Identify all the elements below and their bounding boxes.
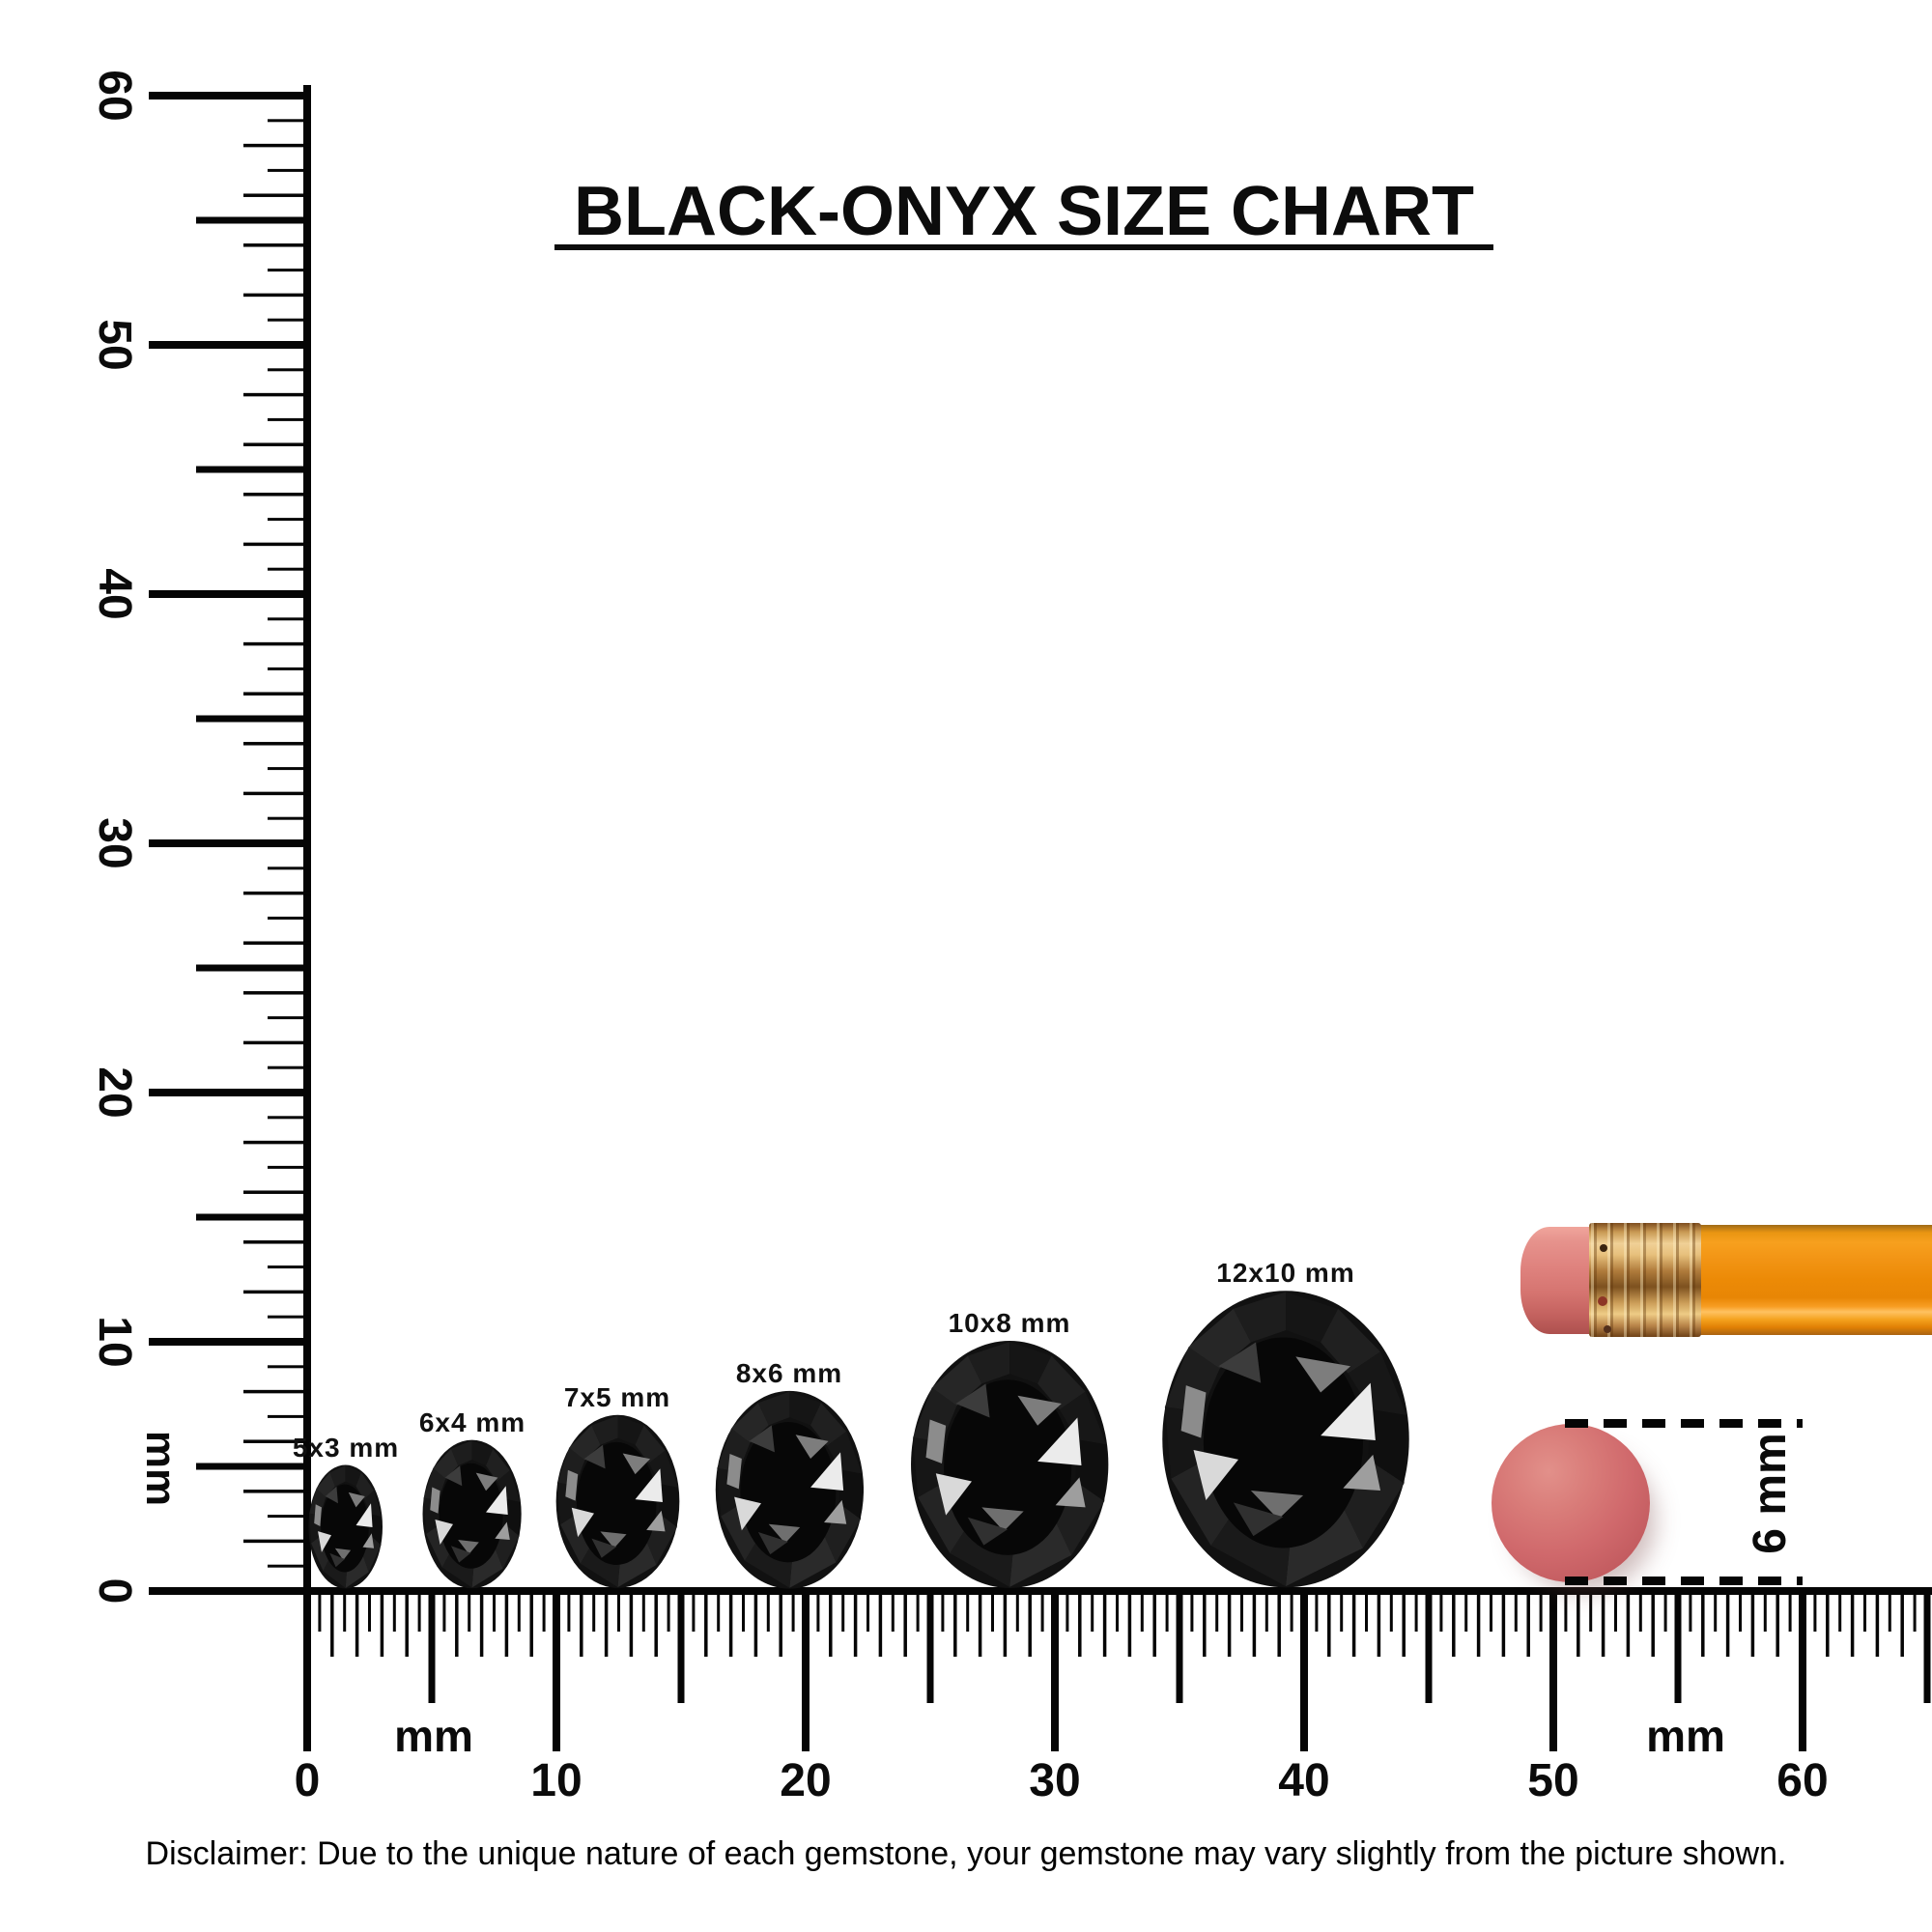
gem-illustration xyxy=(1162,1291,1409,1588)
v-ruler-label-60: 60 xyxy=(89,70,140,122)
gem-size-label: 6x4 mm xyxy=(418,1407,526,1438)
vertical-ruler xyxy=(149,85,311,1751)
v-ruler-label-0: 0 xyxy=(89,1577,140,1605)
v-ruler-label-10: 10 xyxy=(89,1316,140,1368)
v-ruler-label-20: 20 xyxy=(89,1066,140,1119)
gem-size-label: 7x5 mm xyxy=(563,1382,671,1413)
pencil-ferrule xyxy=(1589,1223,1701,1337)
h-ruler-label-30: 30 xyxy=(1029,1755,1081,1806)
h-ruler-label-20: 20 xyxy=(780,1755,832,1806)
gem-illustration xyxy=(308,1464,384,1589)
gem-size-label: 8x6 mm xyxy=(735,1357,843,1388)
ferrule-crimp-dot xyxy=(1598,1296,1607,1306)
gem-illustration xyxy=(555,1415,679,1589)
vertical-ruler-unit-label: mm xyxy=(137,1430,185,1507)
gem-illustration xyxy=(715,1390,864,1589)
horizontal-ruler-unit-label-left: mm xyxy=(394,1711,473,1761)
round-disc xyxy=(1492,1424,1650,1582)
horizontal-ruler xyxy=(149,1587,1932,1751)
disc-height-label: 6 mm xyxy=(1745,1433,1796,1554)
disclaimer-text: Disclaimer: Due to the unique nature of … xyxy=(145,1835,1787,1872)
horizontal-ruler-unit-label-right: mm xyxy=(1646,1711,1725,1761)
gem-illustration xyxy=(910,1341,1109,1588)
gem-illustration xyxy=(422,1439,523,1589)
v-ruler-label-40: 40 xyxy=(89,568,140,620)
h-ruler-label-60: 60 xyxy=(1776,1755,1829,1806)
measure-dash-bottom xyxy=(1565,1577,1803,1585)
ferrule-crimp-dot xyxy=(1600,1244,1607,1252)
h-ruler-label-50: 50 xyxy=(1527,1755,1579,1806)
v-ruler-label-50: 50 xyxy=(89,319,140,371)
measure-dash-top xyxy=(1565,1419,1803,1428)
title-underline xyxy=(554,244,1493,250)
h-ruler-label-40: 40 xyxy=(1278,1755,1330,1806)
page-title: BLACK-ONYX SIZE CHART xyxy=(574,173,1474,250)
gem-size-label: 5x3 mm xyxy=(292,1433,400,1463)
pencil-body xyxy=(1697,1225,1932,1335)
ferrule-crimp-dot xyxy=(1604,1325,1611,1333)
h-ruler-label-10: 10 xyxy=(530,1755,582,1806)
pencil-eraser xyxy=(1520,1227,1596,1334)
h-ruler-label-0: 0 xyxy=(294,1755,321,1806)
gem-size-label: 10x8 mm xyxy=(948,1308,1071,1338)
v-ruler-label-30: 30 xyxy=(89,817,140,869)
gem-size-label: 12x10 mm xyxy=(1216,1258,1355,1289)
